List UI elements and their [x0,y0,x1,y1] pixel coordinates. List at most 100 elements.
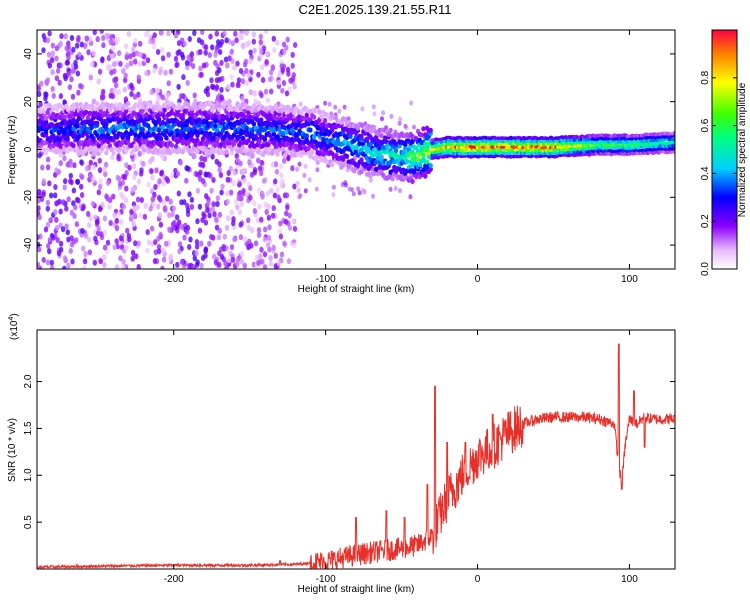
ridge-cell [125,138,131,144]
noise-cell [108,33,114,40]
noise-cell [388,186,393,192]
noise-cell [150,156,155,162]
noise-cell [166,80,171,87]
noise-cell [46,51,52,58]
noise-cell [161,247,166,254]
noise-cell [41,191,46,198]
ridge-cell [193,141,198,147]
ridge-cell [412,151,417,157]
ridge-cell [140,127,145,133]
noise-cell [333,104,338,110]
noise-cell [81,204,86,211]
ridge-cell [257,138,262,144]
noise-cell [143,31,149,38]
noise-cell [262,251,268,258]
noise-cell [66,196,71,203]
noise-cell [232,236,237,243]
ridge-cell [383,135,388,141]
noise-cell [88,215,93,222]
noise-cell [102,166,107,173]
noise-cell [133,240,138,247]
noise-cell [145,229,150,236]
noise-cell [149,225,155,232]
noise-cell [195,218,200,225]
noise-cell [172,219,177,226]
noise-cell [76,197,81,204]
noise-cell [273,161,279,168]
noise-cell [110,53,115,60]
noise-cell [86,211,91,217]
noise-cell [98,178,103,185]
ridge-cell [377,127,382,133]
ridge-cell [359,133,364,139]
noise-cell [174,214,180,221]
noise-cell [132,212,137,219]
noise-cell [37,197,41,204]
ridge-cell [333,115,339,121]
noise-cell [102,244,108,251]
ridge-cell [51,123,56,129]
noise-cell [152,191,157,198]
noise-cell [191,264,196,269]
noise-cell [265,50,270,57]
ridge-cell [47,103,52,109]
noise-cell [240,95,245,102]
noise-cell [156,235,161,242]
y-tick-label: 1.5 [23,421,34,435]
ridge-cell [344,153,350,159]
ridge-cell [390,176,395,182]
noise-cell [210,153,215,160]
ridge-cell [280,146,286,152]
noise-cell [62,155,67,162]
noise-cell [276,194,281,201]
noise-cell [84,35,90,42]
ridge-cell [62,114,67,120]
noise-cell [240,78,246,85]
noise-cell [256,259,261,266]
noise-cell [72,213,77,219]
noise-cell [163,240,169,247]
ridge-cell [251,103,257,109]
noise-cell [130,186,135,193]
noise-cell [152,67,157,74]
noise-cell [100,201,105,208]
colorbar-gradient [711,29,738,270]
ridge-cell [171,103,176,109]
ridge-cell [160,120,165,126]
noise-cell [208,172,213,179]
noise-cell [185,64,190,71]
ridge-cell [217,106,222,112]
ridge-cell [160,124,165,130]
noise-cell [236,255,241,262]
noise-cell [273,178,278,185]
noise-cell [256,157,261,164]
noise-cell [109,87,115,94]
ridge-cell [321,151,326,157]
noise-cell [246,217,251,224]
ridge-cell [415,156,421,162]
noise-cell [239,34,244,41]
colorbar-tick-label: 0.4 [700,166,711,180]
ridge-cell [180,112,185,119]
ridge-cell [239,128,244,134]
noise-cell [233,30,238,37]
snr-panel: -200 -100 0 100 0.5 1.0 1.5 2.0 Height of stra… [7,313,676,595]
noise-cell [160,153,165,160]
noise-cell [236,77,242,84]
ridge-cell [277,111,282,117]
ridge-cell [142,100,147,106]
ridge-cell [388,127,393,133]
noise-cell [278,163,283,170]
noise-cell [45,77,51,84]
noise-cell [138,212,144,219]
noise-cell [266,214,272,221]
noise-cell [235,260,240,267]
ridge-cell [43,150,49,156]
noise-cell [150,174,155,181]
noise-cell [60,226,66,233]
noise-cell [197,203,203,210]
ridge-cell [155,100,160,106]
noise-cell [272,47,277,53]
noise-cell [37,91,42,98]
ridge-cell [275,116,280,122]
